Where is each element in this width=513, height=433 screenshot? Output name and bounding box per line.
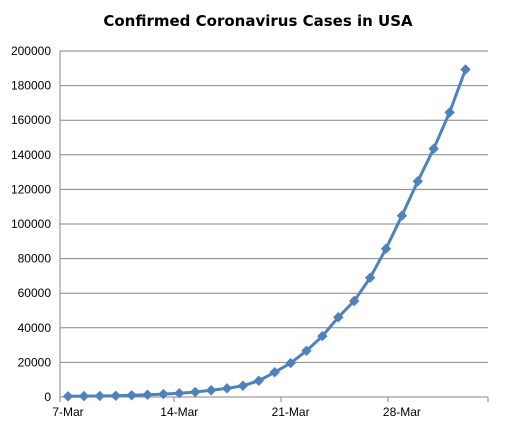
x-axis — [59, 51, 489, 402]
y-tick-label: 60000 — [18, 286, 52, 300]
x-tick-label: 21-Mar — [272, 405, 310, 419]
y-tick-label: 0 — [44, 390, 51, 404]
chart-title: Confirmed Coronavirus Cases in USA — [103, 12, 413, 30]
data-point-marker — [126, 390, 137, 401]
y-tick-label: 80000 — [18, 252, 52, 266]
y-tick-label: 100000 — [11, 217, 51, 231]
data-point-marker — [78, 390, 90, 402]
data-point-marker — [317, 330, 328, 342]
x-tick-label: 28-Mar — [383, 405, 421, 419]
data-point-marker — [189, 386, 201, 398]
y-tick-label: 140000 — [11, 148, 51, 162]
data-point-marker — [444, 107, 455, 118]
data-point-marker — [333, 312, 344, 323]
x-axis-tick-labels: 7-Mar 14-Mar 21-Mar 28-Mar — [52, 405, 421, 419]
data-point-marker — [428, 143, 439, 154]
gridlines — [60, 50, 488, 398]
data-point-marker — [237, 380, 249, 391]
y-tick-label: 180000 — [11, 79, 51, 93]
y-axis-tick-labels: 0 20000 40000 60000 80000 100000 120000 140000 1… — [11, 44, 51, 404]
y-tick-label: 160000 — [11, 113, 51, 127]
data-point-marker — [253, 375, 265, 386]
data-point-marker — [205, 385, 217, 396]
series-group — [62, 64, 471, 402]
data-point-marker — [364, 272, 376, 284]
data-point-marker — [301, 345, 312, 357]
y-tick-label: 120000 — [11, 182, 51, 196]
series-line — [67, 68, 467, 398]
data-point-marker — [62, 391, 74, 402]
data-point-marker — [174, 387, 185, 399]
data-point-marker — [396, 210, 408, 221]
data-point-marker — [142, 389, 153, 400]
x-tick-label: 14-Mar — [160, 405, 198, 419]
data-point-marker — [380, 243, 392, 254]
y-tick-label: 20000 — [18, 355, 52, 369]
data-point-marker — [94, 390, 106, 402]
data-point-marker — [412, 176, 424, 187]
data-point-marker — [110, 390, 121, 401]
data-point-marker — [348, 295, 360, 307]
y-tick-label: 40000 — [18, 321, 52, 335]
y-tick-label: 200000 — [11, 44, 51, 58]
x-tick-label: 7-Mar — [52, 405, 83, 419]
data-point-marker — [158, 388, 169, 400]
data-point-marker — [285, 357, 296, 369]
data-point-marker — [221, 383, 233, 394]
data-point-marker — [269, 367, 280, 378]
data-point-marker — [460, 64, 471, 75]
